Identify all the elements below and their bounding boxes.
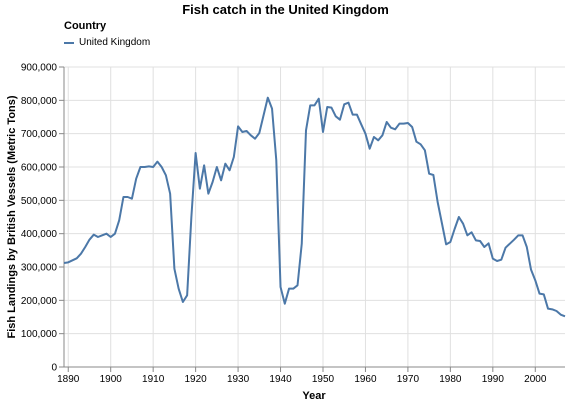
- x-axis-title: Year: [302, 390, 326, 402]
- legend: Country United Kingdom: [64, 20, 150, 48]
- y-tick-label: 900,000: [21, 63, 58, 74]
- y-tick-label: 500,000: [21, 196, 58, 207]
- y-tick-label: 200,000: [21, 296, 58, 307]
- x-tick-label: 1910: [142, 374, 165, 385]
- x-tick-label: 1900: [100, 374, 123, 385]
- x-tick-label: 1960: [354, 374, 377, 385]
- y-tick-label: 0: [51, 363, 57, 374]
- series-line-united-kingdom: [63, 96, 566, 318]
- plot-area: [63, 96, 566, 318]
- y-tick-label: 400,000: [21, 229, 58, 240]
- y-tick-label: 100,000: [21, 329, 58, 340]
- y-tick-label: 600,000: [21, 163, 58, 174]
- x-tick-label: 1920: [184, 374, 207, 385]
- y-tick-label: 800,000: [21, 96, 58, 107]
- x-tick-label: 1940: [269, 374, 292, 385]
- legend-title: Country: [64, 20, 107, 32]
- y-tick-label: 700,000: [21, 129, 58, 140]
- x-tick-label: 2000: [524, 374, 547, 385]
- x-tick-label: 1990: [482, 374, 505, 385]
- x-tick-label: 1890: [57, 374, 80, 385]
- x-tick-label: 1930: [227, 374, 250, 385]
- legend-item-united-kingdom: United Kingdom: [64, 37, 150, 48]
- y-tick-label: 300,000: [21, 263, 58, 274]
- chart-title: Fish catch in the United Kingdom: [182, 2, 389, 17]
- gridlines: [64, 66, 565, 368]
- x-tick-label: 1980: [439, 374, 462, 385]
- axes: 1890 1900 1910 1920 1930 1940 1950 1960 1970 1980…: [21, 63, 565, 385]
- x-tick-label: 1970: [397, 374, 420, 385]
- legend-label: United Kingdom: [79, 37, 151, 48]
- x-tick-label: 1950: [312, 374, 335, 385]
- legend-swatch: [64, 41, 74, 44]
- y-axis-title: Fish Landings by British Vessels (Metric…: [6, 95, 18, 338]
